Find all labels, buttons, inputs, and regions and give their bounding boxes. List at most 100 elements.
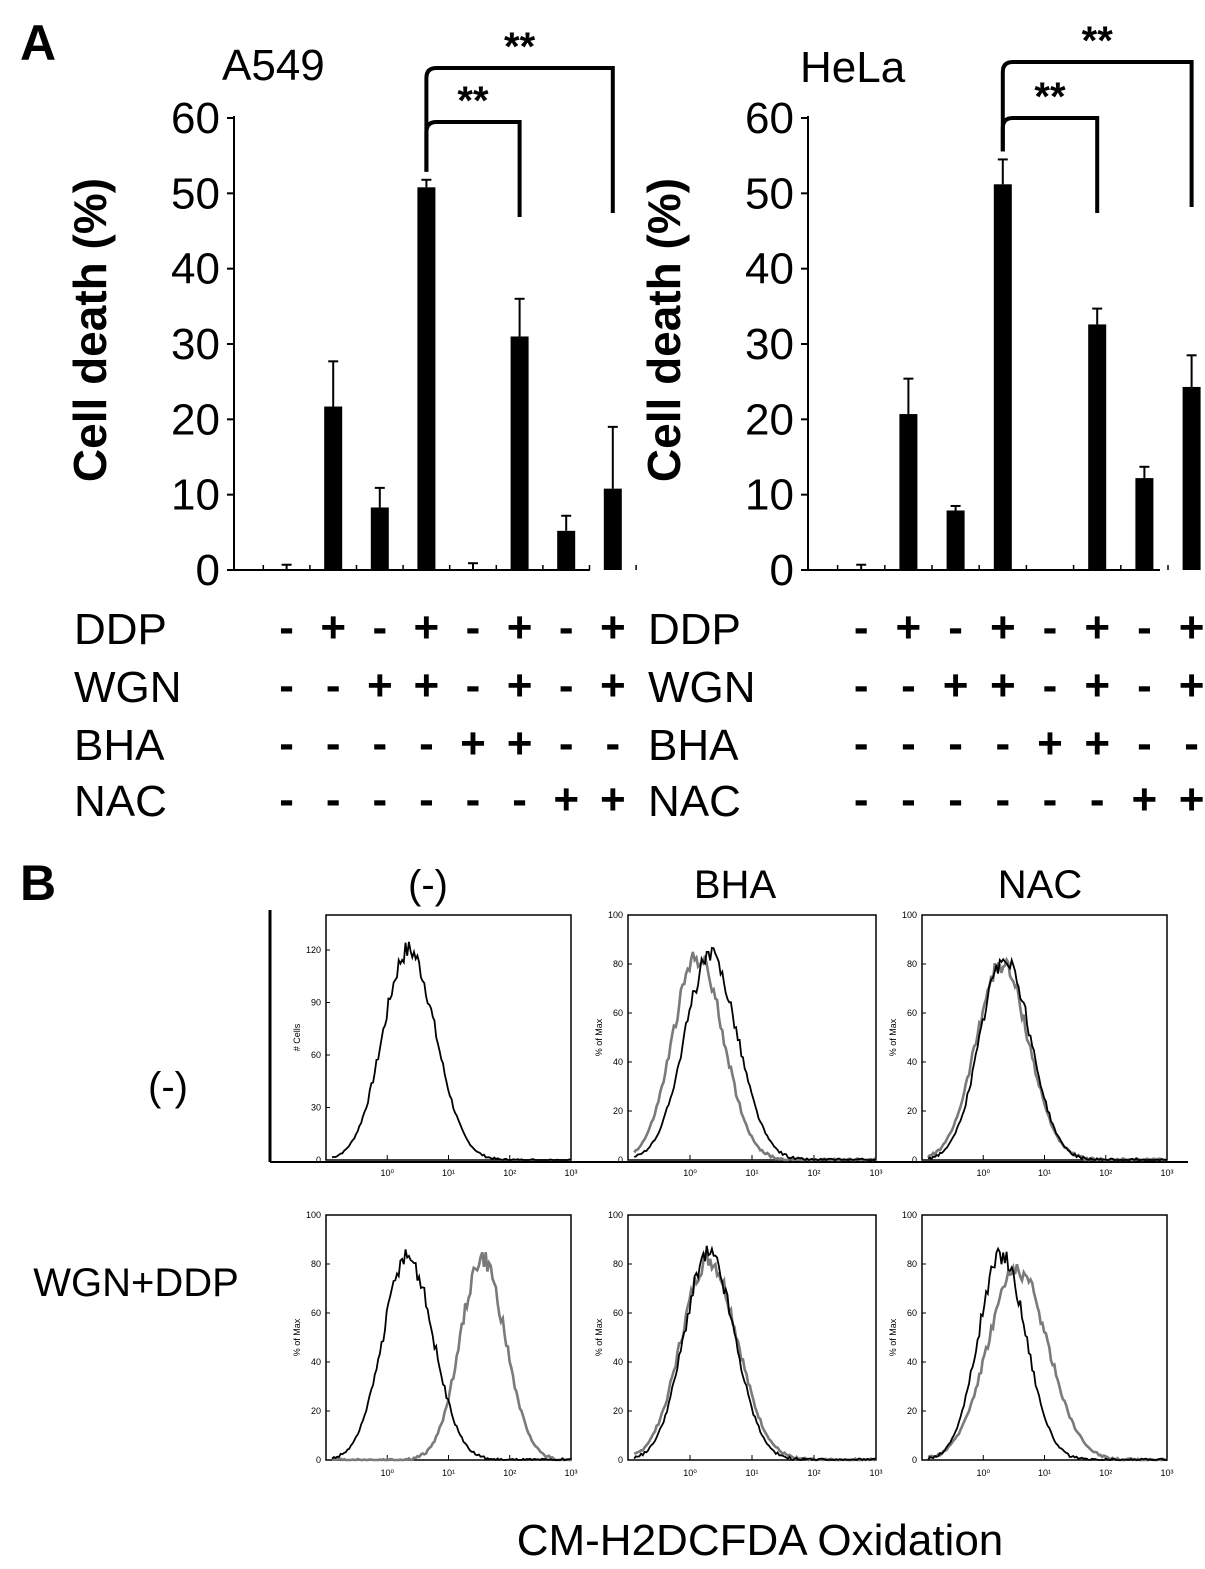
y-tick-label-a549: 40: [171, 245, 220, 294]
y-tick-label-hela: 30: [745, 320, 794, 369]
histogram-x-tick-label: 10¹: [745, 1468, 758, 1478]
panel-b-letter: B: [20, 855, 56, 911]
significance-bracket-a549-0: [424, 120, 522, 217]
significance-label-a549-1: **: [504, 25, 536, 69]
treatment-sign-hela-nac-3: -: [995, 775, 1010, 824]
histogram-y-tick-label: 100: [902, 1210, 917, 1220]
treatment-sign-hela-bha-5: +: [1084, 719, 1110, 768]
treatment-sign-hela-ddp-0: -: [854, 603, 869, 652]
treatment-name-hela-wgn: WGN: [648, 663, 756, 712]
histogram-y-tick-label: 80: [311, 1259, 321, 1269]
histogram-x-tick-label: 10¹: [442, 1468, 455, 1478]
treatment-sign-a549-nac-6: +: [553, 775, 579, 824]
histogram-y-tick-label: 60: [613, 1008, 623, 1018]
treatment-sign-hela-bha-0: -: [854, 719, 869, 768]
chart-title-hela: HeLa: [800, 43, 906, 92]
histogram-x-tick-label: 10²: [807, 1468, 820, 1478]
bar-hela-2: [946, 510, 965, 570]
histogram-3: 10⁰ 10¹ 10² 10³ 0 20 40 60 80 100 % of Max: [292, 1210, 578, 1478]
histogram-y-tick-label: 120: [306, 945, 321, 955]
treatment-sign-hela-nac-2: -: [948, 775, 963, 824]
histogram-curve-treated: [927, 956, 1168, 1162]
histogram-y-tick-label: 0: [316, 1455, 321, 1465]
treatment-sign-a549-nac-7: +: [600, 775, 626, 824]
histogram-x-tick-label: 10⁰: [683, 1468, 697, 1478]
histogram-y-tick-label: 20: [907, 1406, 917, 1416]
treatment-sign-hela-nac-7: +: [1179, 775, 1205, 824]
treatment-sign-a549-nac-3: -: [419, 775, 434, 824]
treatment-name-hela-nac: NAC: [648, 777, 741, 826]
histogram-y-tick-label: 100: [306, 1210, 321, 1220]
histogram-x-tick-label: 10⁰: [380, 1168, 394, 1178]
histogram-x-tick-label: 10⁰: [380, 1468, 394, 1478]
treatment-sign-a549-nac-0: -: [279, 775, 294, 824]
histogram-curve-control: [331, 941, 572, 1161]
histogram-y-tick-label: 20: [613, 1106, 623, 1116]
treatment-sign-a549-nac-2: -: [372, 775, 387, 824]
histogram-y-tick-label: 0: [912, 1155, 917, 1165]
y-tick-label-a549: 60: [171, 94, 220, 143]
histogram-y-tick-label: 60: [311, 1050, 321, 1060]
treatment-sign-hela-bha-1: -: [901, 719, 916, 768]
histogram-x-tick-label: 10³: [1160, 1168, 1173, 1178]
histogram-y-axis-label: # Cells: [292, 1023, 302, 1051]
treatment-sign-hela-ddp-2: -: [948, 603, 963, 652]
y-tick-label-a549: 50: [171, 169, 220, 218]
treatment-sign-a549-wgn-7: +: [600, 661, 626, 710]
treatment-name-a549-ddp: DDP: [74, 605, 167, 654]
treatment-sign-hela-nac-0: -: [854, 775, 869, 824]
significance-bracket-hela-0: [1000, 116, 1100, 213]
histogram-y-tick-label: 20: [311, 1406, 321, 1416]
bar-a549-7: [603, 488, 622, 570]
histogram-curve-treated: [633, 1249, 877, 1462]
histogram-y-tick-label: 80: [907, 1259, 917, 1269]
histogram-x-tick-label: 10³: [869, 1468, 882, 1478]
bar-hela-6: [1135, 478, 1154, 570]
column-header-nac: NAC: [998, 863, 1082, 907]
treatment-sign-a549-ddp-0: -: [279, 603, 294, 652]
treatment-sign-hela-wgn-3: +: [990, 661, 1016, 710]
column-header-control: (-): [408, 863, 448, 907]
histogram-y-tick-label: 90: [311, 998, 321, 1008]
chart-title-a549: A549: [222, 41, 325, 90]
bar-hela-1: [899, 414, 918, 570]
treatment-sign-a549-bha-6: -: [559, 719, 574, 768]
treatment-sign-hela-wgn-1: -: [901, 661, 916, 710]
histogram-x-tick-label: 10¹: [1038, 1168, 1051, 1178]
treatment-sign-a549-ddp-2: -: [372, 603, 387, 652]
y-tick-label-hela: 60: [745, 94, 794, 143]
y-tick-label-hela: 10: [745, 471, 794, 520]
treatment-sign-hela-wgn-7: +: [1179, 661, 1205, 710]
histogram-y-tick-label: 20: [613, 1406, 623, 1416]
histogram-x-tick-label: 10⁰: [976, 1468, 990, 1478]
treatment-sign-hela-ddp-5: +: [1084, 603, 1110, 652]
histogram-y-tick-label: 100: [902, 910, 917, 920]
treatment-sign-a549-ddp-7: +: [600, 603, 626, 652]
histogram-curve-control: [633, 946, 877, 1162]
histogram-curve-control: [927, 1246, 1167, 1462]
histogram-x-tick-label: 10²: [503, 1468, 516, 1478]
histogram-y-tick-label: 0: [912, 1455, 917, 1465]
histogram-curve-treated: [927, 1262, 1168, 1462]
treatment-sign-hela-bha-7: -: [1184, 719, 1199, 768]
histogram-curve-treated: [633, 951, 877, 1162]
histogram-frame: [325, 1214, 572, 1461]
treatment-sign-a549-bha-3: -: [419, 719, 434, 768]
histogram-y-tick-label: 0: [618, 1155, 623, 1165]
treatment-name-a549-bha: BHA: [74, 721, 165, 770]
significance-label-a549-0: **: [457, 79, 489, 123]
treatment-sign-a549-wgn-4: -: [466, 661, 481, 710]
row-header-control: (-): [148, 1065, 188, 1109]
histogram-y-tick-label: 40: [311, 1357, 321, 1367]
histogram-y-tick-label: 20: [907, 1106, 917, 1116]
treatment-sign-a549-bha-4: +: [460, 719, 486, 768]
bar-a549-1: [324, 406, 343, 570]
histogram-x-tick-label: 10⁰: [683, 1168, 697, 1178]
histogram-y-tick-label: 80: [907, 959, 917, 969]
treatment-sign-a549-bha-7: -: [605, 719, 620, 768]
treatment-sign-a549-nac-5: -: [512, 775, 527, 824]
histogram-x-tick-label: 10¹: [745, 1168, 758, 1178]
treatment-sign-hela-nac-5: -: [1090, 775, 1105, 824]
treatment-sign-hela-bha-4: +: [1037, 719, 1063, 768]
histogram-y-tick-label: 60: [613, 1308, 623, 1318]
